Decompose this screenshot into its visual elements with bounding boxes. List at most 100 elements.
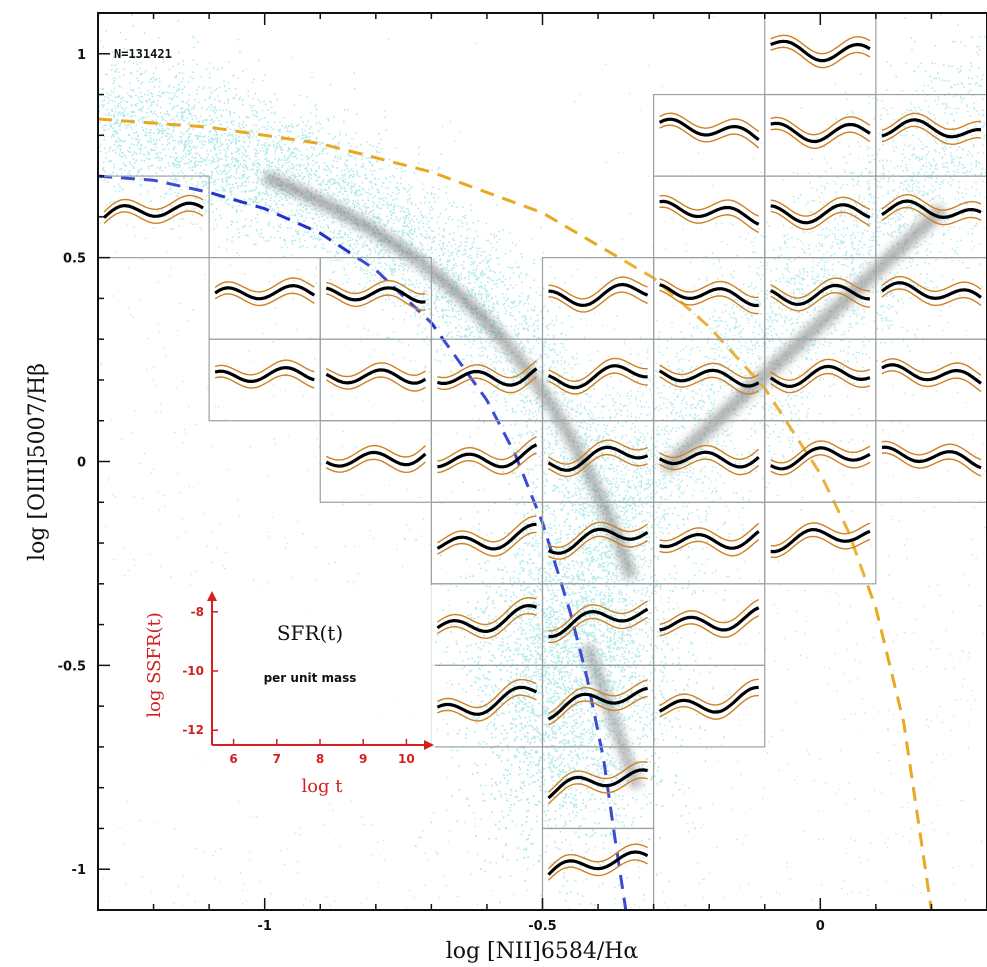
tile-27 [764, 12, 877, 96]
quartile-curve-upper [214, 277, 315, 293]
inset-y-tick-label: -12 [182, 723, 204, 737]
y-axis-label: log [OIII]5007/Hβ [25, 363, 50, 561]
quartile-curve-lower [770, 128, 871, 150]
tile-37 [875, 338, 987, 422]
quartile-curve-lower [770, 372, 871, 394]
median-curve [659, 199, 760, 226]
quartile-curve-lower [659, 124, 760, 149]
median-curve [102, 201, 204, 219]
inset-legend: SFR(t) per unit mass log t log SSFR(t) 6… [100, 585, 435, 800]
median-curve [769, 364, 871, 389]
quartile-curve-upper [770, 358, 871, 381]
median-curve [548, 282, 649, 308]
quartile-curve-lower [325, 376, 426, 392]
median-curve [659, 606, 760, 632]
tile-29 [764, 175, 877, 259]
quartile-curve-upper [659, 678, 759, 707]
quartile-curve-lower [770, 453, 871, 476]
quartile-curve-lower [770, 46, 871, 69]
quartile-curve-upper [437, 678, 537, 709]
quartile-curve-lower [659, 376, 760, 395]
quartile-curve-upper [437, 596, 537, 626]
sfr-tiles [97, 12, 987, 911]
median-curve [770, 121, 871, 144]
tile-0 [97, 175, 210, 259]
tile-8 [430, 501, 544, 585]
median-curve [547, 527, 649, 555]
quartile-curve-lower [548, 453, 648, 477]
quartile-curve-upper [325, 362, 426, 378]
tile-4 [319, 338, 432, 422]
median-curve [547, 850, 649, 876]
tile-border [208, 338, 321, 422]
quartile-curve-lower [548, 695, 648, 726]
quartile-curve-upper [881, 358, 982, 376]
tile-13 [541, 420, 655, 503]
quartile-curve-lower [881, 370, 982, 393]
median-curve [325, 368, 427, 385]
quartile-curve-upper [548, 679, 648, 715]
density-ridge-star-forming [262, 170, 638, 580]
density-ridge-core [581, 642, 643, 790]
tile-25 [653, 583, 766, 666]
inset-x-tick-label: 7 [273, 752, 281, 766]
median-curve [880, 281, 982, 301]
quartile-curve-lower [659, 458, 760, 476]
tile-2 [208, 338, 321, 422]
quartile-curve-lower [103, 210, 204, 225]
median-curve [658, 117, 760, 142]
tile-3 [319, 257, 432, 340]
quartile-curve-upper [770, 116, 871, 136]
inset-x-tick-label: 6 [229, 752, 237, 766]
median-curve [881, 445, 982, 470]
curve-gold-dashed [98, 117, 933, 910]
quartile-curve-upper [770, 277, 870, 299]
quartile-curve-lower [437, 694, 537, 722]
median-curve [659, 530, 760, 550]
y-tick-label: -0.5 [58, 659, 86, 674]
quartile-curve-lower [770, 292, 870, 312]
y-tick-label: 1 [77, 48, 86, 63]
median-curve [547, 686, 648, 721]
median-curve [547, 445, 649, 472]
quartile-curve-lower [770, 535, 871, 559]
quartile-curve-upper [659, 112, 760, 133]
tile-36 [875, 257, 987, 340]
inset-x-tick-label: 9 [359, 752, 367, 766]
tile-14 [541, 501, 655, 585]
median-curve [769, 283, 871, 306]
tile-9 [430, 583, 544, 666]
tile-24 [653, 501, 766, 585]
median-curve [547, 768, 648, 800]
tile-21 [653, 257, 766, 340]
tile-16 [541, 664, 655, 748]
quartile-curve-upper [214, 359, 315, 376]
quartile-curve-lower [437, 531, 537, 557]
tile-30 [764, 257, 877, 340]
inset-x-arrow [424, 740, 434, 750]
inset-title: SFR(t) [277, 621, 343, 645]
tile-border [541, 583, 655, 666]
median-curve [658, 368, 760, 388]
quartile-curve-lower [548, 535, 648, 560]
tile-1 [208, 257, 321, 340]
quartile-curve-upper [103, 194, 204, 213]
quartile-curve-lower [325, 458, 426, 474]
median-curve [214, 365, 315, 384]
median-curve [325, 450, 427, 468]
quartile-curve-lower [548, 616, 648, 643]
median-curve [436, 685, 538, 716]
y-tick-label: 0 [77, 456, 86, 471]
quartile-curve-upper [548, 357, 648, 383]
quartile-curve-upper [548, 439, 648, 465]
tile-border [653, 338, 766, 422]
quartile-curve-lower [659, 289, 759, 315]
quartile-curve-upper [548, 521, 648, 549]
inset-background [100, 585, 435, 800]
tile-32 [764, 420, 877, 503]
quartile-curve-upper [881, 275, 982, 293]
quartile-curve-lower [659, 615, 760, 639]
tile-border [653, 420, 766, 503]
inset-x-tick-label: 8 [316, 752, 324, 766]
